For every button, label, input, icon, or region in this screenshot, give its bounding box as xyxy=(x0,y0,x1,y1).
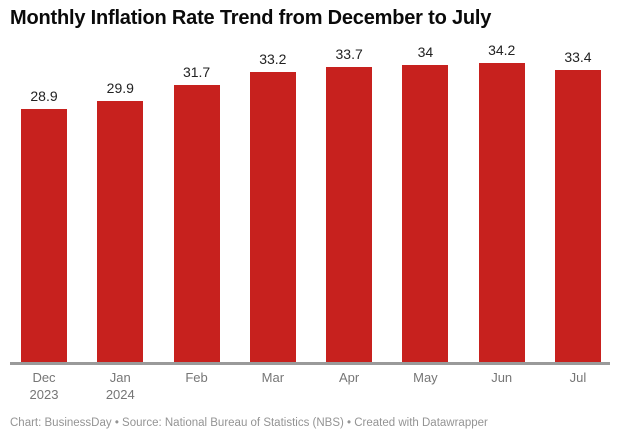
x-axis-label-month: Jun xyxy=(491,370,513,385)
bar xyxy=(249,72,296,363)
bar xyxy=(97,101,144,363)
bar-value-label: 33.2 xyxy=(259,51,287,67)
bar-column: 31.7 xyxy=(173,64,220,363)
x-axis-label-month: Mar xyxy=(261,370,285,385)
x-axis-label-month: Apr xyxy=(339,370,360,385)
bar-value-label: 34.2 xyxy=(488,42,516,58)
x-axis-label-month: May xyxy=(413,370,438,385)
bar-column: 28.9 xyxy=(21,88,67,363)
x-axis-label-year: 2024 xyxy=(105,387,135,402)
bar xyxy=(173,85,220,363)
x-axis-label-month: Dec xyxy=(32,370,56,385)
x-axis-label-month: Feb xyxy=(185,370,208,385)
bar xyxy=(478,63,525,363)
bar xyxy=(402,65,449,363)
x-axis-label-month: Jan xyxy=(109,370,131,385)
bar-column: 33.7 xyxy=(326,46,373,363)
bar-column: 33.4 xyxy=(554,49,601,363)
chart-footer: Chart: BusinessDay • Source: National Bu… xyxy=(10,417,488,429)
bar xyxy=(21,109,67,363)
x-axis-label: May xyxy=(402,369,448,403)
bar-value-label: 33.4 xyxy=(564,49,592,65)
bar-value-label: 33.7 xyxy=(335,46,363,62)
x-axis-label: Jan 2024 xyxy=(97,369,143,403)
chart-title: Monthly Inflation Rate Trend from Decemb… xyxy=(10,7,492,29)
bar-value-label: 31.7 xyxy=(182,64,211,80)
bar-column: 34 xyxy=(402,44,449,363)
bars-row: 28.9 29.9 31.7 33.2 33.7 34 34.2 33.4 xyxy=(21,42,601,363)
x-axis-label: Jun xyxy=(479,369,525,403)
bar-value-label: 29.9 xyxy=(106,80,134,96)
x-axis-label: Feb xyxy=(174,369,220,403)
bar-value-label: 28.9 xyxy=(30,88,58,104)
bar-column: 34.2 xyxy=(478,42,525,363)
x-axis-line xyxy=(10,362,610,365)
x-axis-label-month: Jul xyxy=(569,370,587,385)
x-axis-label: Jul xyxy=(555,369,601,403)
x-axis-label: Apr xyxy=(326,369,372,403)
x-axis-label: Mar xyxy=(250,369,296,403)
bar-column: 33.2 xyxy=(249,51,296,363)
x-axis-label: Dec 2023 xyxy=(21,369,67,403)
x-axis-labels: Dec 2023 Jan 2024 Feb Mar Apr May Jun Ju… xyxy=(21,369,601,403)
bar xyxy=(554,70,601,363)
bar-column: 29.9 xyxy=(97,80,144,363)
x-axis-label-year: 2023 xyxy=(29,387,59,402)
bar-value-label: 34 xyxy=(417,44,434,60)
bar xyxy=(326,67,373,363)
